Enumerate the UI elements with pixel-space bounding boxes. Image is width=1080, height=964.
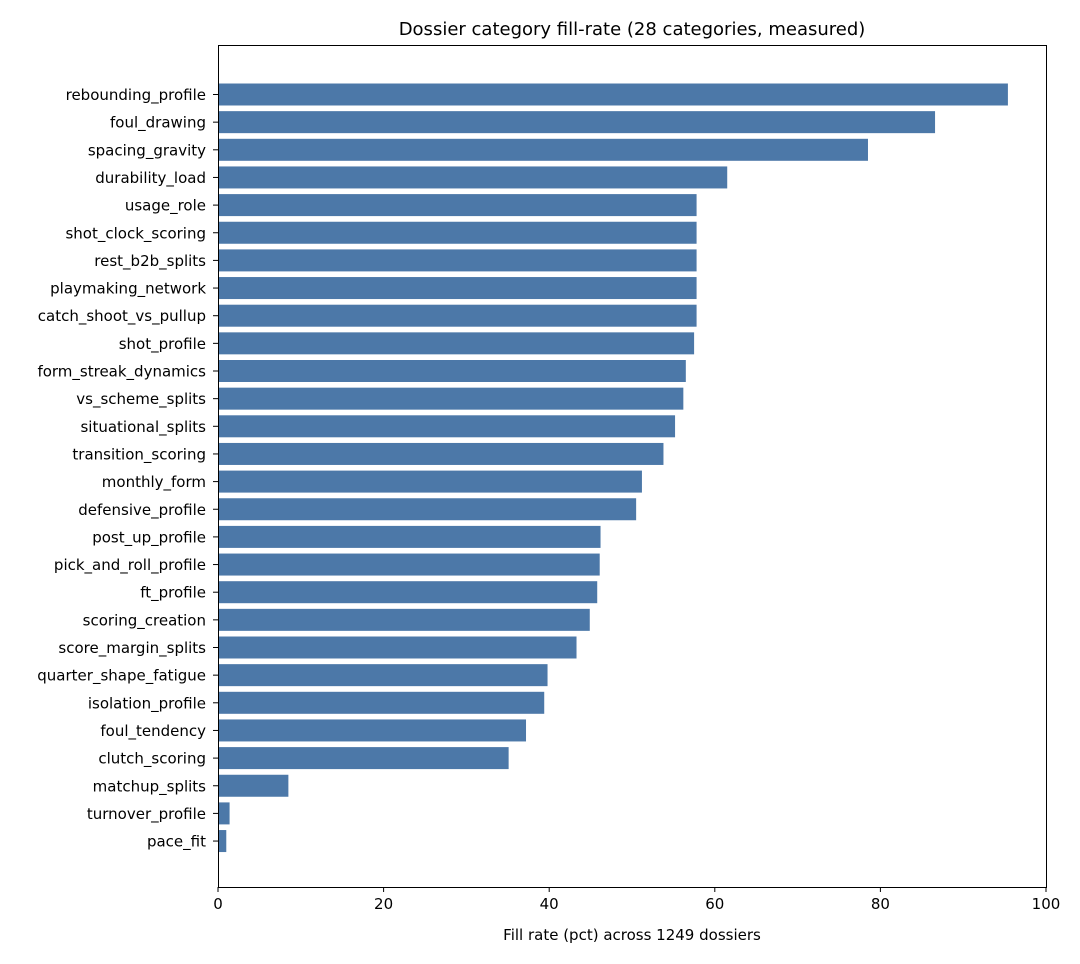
y-tick-label: ft_profile <box>140 584 206 603</box>
bar-monthly_form <box>218 470 642 493</box>
x-tick-label: 80 <box>871 895 890 913</box>
bar-situational_splits <box>218 415 676 438</box>
y-tick-label: rebounding_profile <box>66 86 206 105</box>
bars-group <box>218 83 1008 853</box>
bar-clutch_scoring <box>218 747 509 770</box>
bar-isolation_profile <box>218 691 545 714</box>
bar-usage_role <box>218 194 697 217</box>
y-tick-label: shot_profile <box>119 335 206 354</box>
bar-defensive_profile <box>218 498 637 521</box>
x-axis-ticks: 0 20 40 60 80 100 <box>213 887 1060 913</box>
y-tick-label: quarter_shape_fatigue <box>37 667 206 686</box>
bar-foul_drawing <box>218 111 936 134</box>
x-tick-label: 100 <box>1032 895 1061 913</box>
bar-playmaking_network <box>218 277 697 300</box>
x-tick-label: 20 <box>374 895 393 913</box>
y-tick-label: pick_and_roll_profile <box>54 556 206 575</box>
y-tick-label: score_margin_splits <box>58 639 206 658</box>
y-tick-label: vs_scheme_splits <box>76 390 206 409</box>
bar-form_streak_dynamics <box>218 360 686 382</box>
y-tick-label: usage_role <box>125 197 206 216</box>
y-tick-label: turnover_profile <box>87 805 206 824</box>
bar-scoring_creation <box>218 608 590 631</box>
chart-title: Dossier category fill-rate (28 categorie… <box>399 19 866 40</box>
y-tick-label: post_up_profile <box>92 528 206 547</box>
y-tick-label: playmaking_network <box>50 280 206 299</box>
y-tick-label: durability_load <box>95 169 206 188</box>
y-tick-label: clutch_scoring <box>98 750 206 769</box>
y-tick-label: isolation_profile <box>88 694 206 713</box>
bar-transition_scoring <box>218 442 664 465</box>
bar-shot_profile <box>218 332 695 355</box>
x-tick-label: 0 <box>213 895 223 913</box>
y-axis-ticks: rebounding_profile foul_drawing spacing_gr… <box>37 86 218 852</box>
bar-spacing_gravity <box>218 138 868 161</box>
y-tick-label: foul_tendency <box>100 722 206 741</box>
x-tick-label: 60 <box>705 895 724 913</box>
y-tick-label: scoring_creation <box>83 611 206 630</box>
y-tick-label: foul_drawing <box>110 114 206 133</box>
bar-turnover_profile <box>218 802 230 825</box>
y-tick-label: defensive_profile <box>78 501 206 520</box>
y-tick-label: shot_clock_scoring <box>65 224 206 243</box>
y-tick-label: monthly_form <box>102 473 206 492</box>
y-tick-label: catch_shoot_vs_pullup <box>38 307 206 326</box>
bar-rest_b2b_splits <box>218 249 697 272</box>
plot-frame <box>218 45 1047 888</box>
y-tick-label: form_streak_dynamics <box>37 363 206 382</box>
bar-pace_fit <box>218 830 227 853</box>
bar-rebounding_profile <box>218 83 1008 106</box>
y-tick-label: rest_b2b_splits <box>94 252 206 271</box>
y-tick-label: pace_fit <box>147 833 206 852</box>
bar-shot_clock_scoring <box>218 221 697 244</box>
y-tick-label: transition_scoring <box>72 445 206 464</box>
x-tick-label: 40 <box>540 895 559 913</box>
y-tick-label: matchup_splits <box>93 777 207 796</box>
bar-quarter_shape_fatigue <box>218 664 548 687</box>
bar-durability_load <box>218 166 728 189</box>
bar-post_up_profile <box>218 525 601 548</box>
bar-vs_scheme_splits <box>218 387 684 410</box>
bar-catch_shoot_vs_pullup <box>218 304 697 327</box>
y-tick-label: spacing_gravity <box>88 141 206 160</box>
bar-foul_tendency <box>218 719 527 742</box>
bar-matchup_splits <box>218 774 289 797</box>
bar-ft_profile <box>218 581 598 604</box>
y-tick-label: situational_splits <box>80 418 206 437</box>
bar-pick_and_roll_profile <box>218 553 600 576</box>
bar-score_margin_splits <box>218 636 577 659</box>
x-axis-label: Fill rate (pct) across 1249 dossiers <box>503 926 761 944</box>
